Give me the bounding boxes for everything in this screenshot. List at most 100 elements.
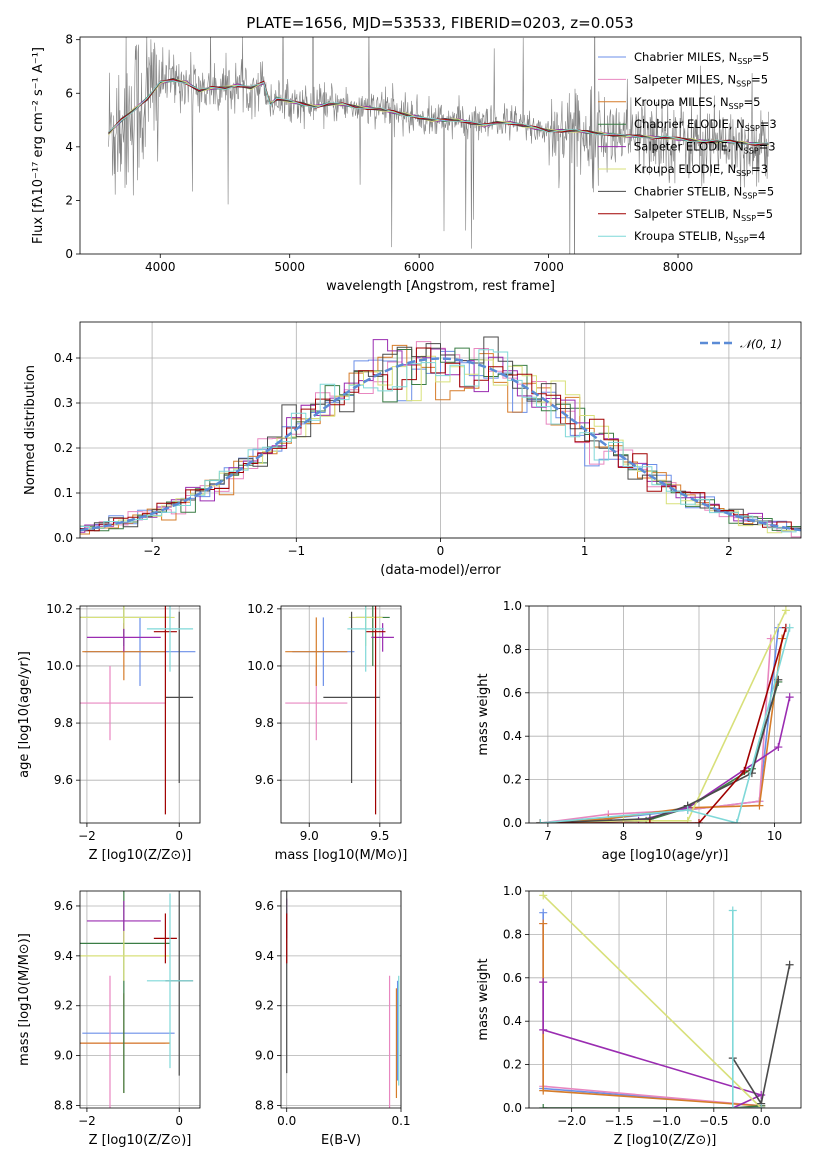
observed-spectrum-line: [108, 37, 769, 254]
y-axis-label: age [log10(age/yr)]: [17, 651, 32, 778]
legend-count: =5: [757, 184, 774, 198]
mass-weight-marker: [785, 623, 794, 632]
error-bar-point: [323, 611, 380, 784]
y-axis-label: Normed distribution: [23, 365, 38, 495]
y-tick-label: 2: [65, 193, 73, 207]
y-tick-label: 10.2: [247, 602, 274, 616]
y-tick-label: 8: [65, 33, 73, 47]
error-bar-point: [80, 930, 170, 981]
x-tick-label: 0.1: [391, 1114, 410, 1128]
legend-subscript: SSP: [741, 214, 756, 223]
y-tick-label: 6: [65, 86, 73, 100]
x-tick-label: 0: [437, 544, 445, 558]
error-bar-point: [80, 665, 166, 741]
x-tick-label: 7000: [533, 260, 564, 274]
y-tick-label: 9.0: [54, 1049, 73, 1063]
y-tick-label: 9.6: [255, 899, 274, 913]
y-tick-label: 8.8: [255, 1099, 274, 1113]
legend-subscript: SSP: [736, 79, 751, 88]
x-tick-label: 9.5: [370, 829, 389, 843]
legend-entry: Kroupa ELODIE, NSSP=3: [634, 162, 768, 178]
mass-weight-series-line: [542, 923, 762, 1107]
mass-weight-series-line: [540, 609, 787, 823]
y-tick-label: 4: [65, 140, 73, 154]
legend-subscript: SSP: [737, 57, 752, 66]
mass-weight-marker: [539, 908, 548, 917]
x-axis-label: wavelength [Angstrom, rest frame]: [326, 279, 555, 294]
residual-histogram-series: [80, 347, 801, 532]
x-axis-label: Z [log10(Z/Z⊙)]: [614, 1133, 717, 1148]
error-bar-point: [146, 606, 194, 672]
y-axis-label: mass weight: [476, 673, 491, 755]
mass-weight-series-line: [540, 638, 783, 823]
mass-weight-marker: [539, 891, 548, 900]
y-axis-label: mass weight: [476, 958, 491, 1040]
axes-frame: [280, 890, 402, 1109]
y-tick-label: 9.8: [255, 716, 274, 730]
y-tick-label: 0.1: [54, 486, 73, 500]
y-tick-label: 0.0: [503, 816, 522, 830]
mass-weight-marker: [683, 805, 692, 814]
error-bar-point: [153, 606, 177, 815]
x-tick-label: 10: [767, 829, 782, 843]
y-tick-label: 8.8: [54, 1099, 73, 1113]
error-bar-point: [347, 606, 385, 672]
mass-weight-marker: [728, 906, 737, 915]
x-axis-label: (data-model)/error: [380, 563, 501, 578]
x-tick-label: −1.0: [652, 1114, 681, 1128]
mass-weight-marker: [781, 606, 790, 615]
mass-weight-series-line: [540, 627, 791, 823]
legend-entry: Chabrier STELIB, NSSP=5: [634, 184, 774, 200]
x-axis-label: Z [log10(Z/Z⊙)]: [89, 848, 192, 863]
x-axis-label: age [log10(age/yr)]: [602, 848, 729, 863]
mass-weight-series-line: [542, 923, 762, 1107]
legend-count: =5: [756, 207, 773, 221]
mass-weight-marker: [539, 1086, 548, 1095]
legend-entry: Salpeter MILES, NSSP=5: [634, 72, 768, 88]
mass-vs-extinction-panel: 0.0 0.1 8.8 9.0 9.2 9.4 9.6 E(B-V): [255, 890, 411, 1148]
mass-weight-marker: [683, 816, 692, 823]
y-tick-label: 0.2: [503, 1058, 522, 1072]
legend-count: =5: [752, 50, 769, 64]
error-bar-point: [371, 623, 394, 652]
axes-frame: [79, 321, 802, 539]
x-tick-label: −1: [287, 544, 305, 558]
x-tick-label: 5000: [274, 260, 305, 274]
mass-weight-marker: [536, 819, 545, 823]
axes-frame: [280, 605, 402, 824]
y-tick-label: 0.6: [503, 686, 522, 700]
residual-histogram-series: [80, 344, 801, 535]
mass-weight-marker: [755, 801, 764, 810]
error-bar-point: [285, 617, 348, 686]
x-tick-label: −1.5: [604, 1114, 633, 1128]
mass-weight-series-line: [543, 1105, 762, 1108]
spectrum-panel: 4000 5000 6000 7000 8000 0 2 4 6 8 wavelength [Ang…: [31, 33, 802, 294]
legend-entry: Kroupa MILES, NSSP=5: [634, 95, 760, 111]
mass-weight-marker: [757, 1104, 766, 1108]
y-tick-label: 0.4: [503, 729, 522, 743]
mass-weight-marker: [539, 1104, 548, 1108]
y-tick-label: 0: [65, 247, 73, 261]
legend-count: =3: [759, 140, 776, 154]
x-tick-label: 0.0: [752, 1114, 771, 1128]
legend-count: =3: [751, 162, 768, 176]
y-tick-label: 0.4: [503, 1014, 522, 1028]
x-axis-label: E(B-V): [321, 1133, 361, 1148]
residual-histogram-series: [80, 339, 801, 533]
mass-weight-marker: [747, 769, 756, 778]
axes-frame: [79, 36, 802, 255]
y-tick-label: 0.8: [503, 927, 522, 941]
legend-entry: Kroupa STELIB, NSSP=4: [634, 229, 765, 245]
y-tick-label: 9.6: [255, 773, 274, 787]
axes-frame: [528, 890, 802, 1109]
mass-weight-series-line: [542, 982, 764, 1108]
y-tick-label: 0.4: [54, 351, 73, 365]
x-tick-label: 2: [725, 544, 733, 558]
y-tick-label: 10.0: [247, 659, 274, 673]
legend-entry: Salpeter STELIB, NSSP=5: [634, 207, 773, 223]
legend-entry: Salpeter ELODIE, NSSP=3: [634, 140, 776, 156]
legend-count: =5: [744, 95, 761, 109]
mass-weight-series-line: [540, 638, 772, 823]
error-bar-point: [146, 893, 194, 1069]
